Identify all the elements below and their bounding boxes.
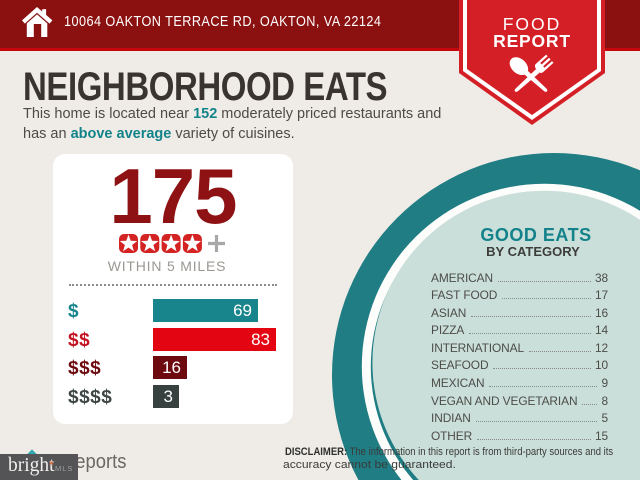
svg-text:REPORT: REPORT	[493, 31, 571, 51]
svg-text:FOOD: FOOD	[503, 14, 562, 34]
